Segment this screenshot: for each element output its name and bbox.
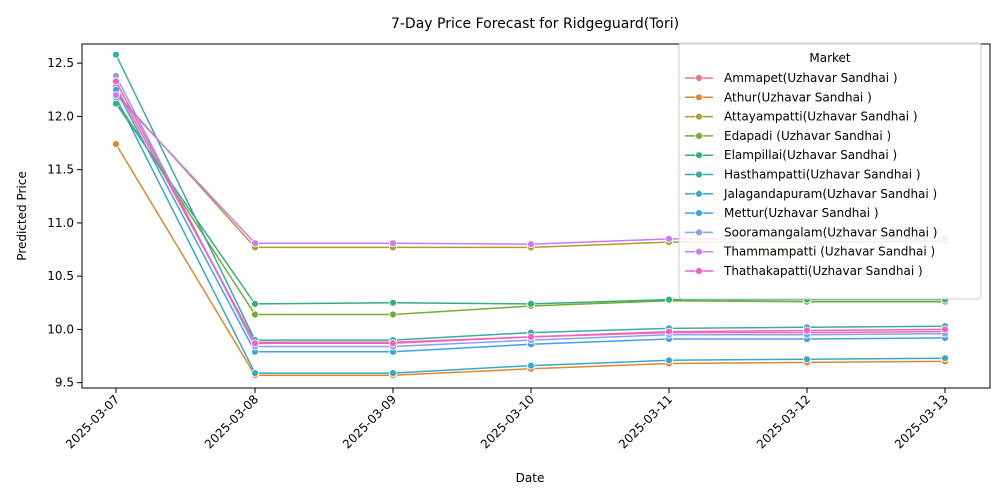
legend-swatch-marker <box>696 190 703 197</box>
data-point <box>804 327 811 334</box>
data-point <box>390 240 397 247</box>
data-point <box>113 141 120 148</box>
legend-label: Mettur(Uzhavar Sandhai ) <box>724 206 879 220</box>
data-point <box>528 300 535 307</box>
data-point <box>113 51 120 58</box>
chart-title: 7-Day Price Forecast for Ridgeguard(Tori… <box>391 16 679 32</box>
data-point <box>252 311 259 318</box>
data-point <box>252 370 259 377</box>
y-tick-label: 11.5 <box>47 163 74 177</box>
data-point <box>390 370 397 377</box>
y-tick-label: 11.0 <box>47 216 74 230</box>
legend-swatch-marker <box>696 171 703 178</box>
legend-swatch-marker <box>696 210 703 217</box>
data-point <box>252 340 259 347</box>
data-point <box>942 326 949 333</box>
legend-swatch-marker <box>696 268 703 275</box>
legend-label: Attayampatti(Uzhavar Sandhai ) <box>724 110 918 124</box>
y-tick-label: 10.0 <box>47 322 74 336</box>
data-point <box>666 296 673 303</box>
legend-label: Elampillai(Uzhavar Sandhai ) <box>724 148 897 162</box>
data-point <box>390 340 397 347</box>
legend-swatch-marker <box>696 248 703 255</box>
legend-swatch-marker <box>696 132 703 139</box>
data-point <box>666 357 673 364</box>
x-axis-label: Date <box>516 471 545 485</box>
legend: Market Ammapet(Uzhavar Sandhai ) Athur(Uz… <box>679 43 981 299</box>
y-tick-label: 12.0 <box>47 109 74 123</box>
data-point <box>666 235 673 242</box>
y-axis-label: Predicted Price <box>15 171 29 260</box>
data-point <box>113 78 120 85</box>
legend-swatch-marker <box>696 94 703 101</box>
legend-label: Jalagandapuram(Uzhavar Sandhai ) <box>723 187 937 201</box>
data-point <box>528 333 535 340</box>
legend-label: Thammampatti (Uzhavar Sandhai ) <box>723 245 935 259</box>
data-point <box>528 362 535 369</box>
legend-swatch-marker <box>696 229 703 236</box>
legend-label: Thathakapatti(Uzhavar Sandhai ) <box>723 264 923 278</box>
legend-label: Edapadi (Uzhavar Sandhai ) <box>724 129 891 143</box>
data-point <box>804 356 811 363</box>
y-tick-label: 10.5 <box>47 269 74 283</box>
legend-title: Market <box>809 51 851 65</box>
legend-label: Ammapet(Uzhavar Sandhai ) <box>724 71 898 85</box>
legend-label: Sooramangalam(Uzhavar Sandhai ) <box>724 225 938 239</box>
legend-label: Athur(Uzhavar Sandhai ) <box>724 90 872 104</box>
data-point <box>528 241 535 248</box>
y-tick-label: 12.5 <box>47 56 74 70</box>
data-point <box>666 328 673 335</box>
data-point <box>390 299 397 306</box>
data-point <box>390 311 397 318</box>
data-point <box>252 300 259 307</box>
data-point <box>942 355 949 362</box>
legend-label: Hasthampatti(Uzhavar Sandhai ) <box>724 168 921 182</box>
data-point <box>252 240 259 247</box>
legend-swatch-marker <box>696 75 703 82</box>
legend-swatch-marker <box>696 152 703 159</box>
y-tick-label: 9.5 <box>55 376 74 390</box>
legend-swatch-marker <box>696 113 703 120</box>
data-point <box>113 92 120 99</box>
